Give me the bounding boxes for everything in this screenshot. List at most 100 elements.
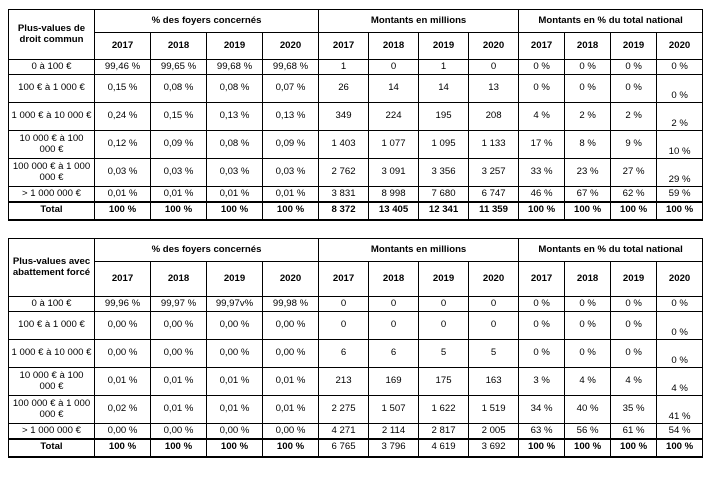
cell-pct: 100 % [206, 200, 263, 221]
cell-national: 0 % [564, 339, 612, 368]
cell-pct: 0,09 % [150, 130, 207, 159]
cell-national: 9 % [610, 130, 658, 159]
cell-montant: 2 817 [418, 423, 470, 439]
year-header: 2019 [418, 32, 470, 60]
cell-national: 0 % [656, 296, 704, 312]
row-label: 100 € à 1 000 € [8, 74, 95, 103]
cell-pct: 0,01 % [261, 367, 320, 396]
cell-montant: 4 271 [318, 423, 370, 439]
cell-national: 56 % [564, 423, 612, 439]
cell-montant: 0 [318, 296, 370, 312]
cell-pct: 100 % [94, 200, 151, 221]
cell-national: 40 % [564, 395, 612, 424]
cell-national: 2 % [610, 102, 658, 131]
cell-montant: 8 998 [368, 186, 420, 202]
table-row: 0 à 100 € 99,96 % 99,97 % 99,97v% 99,98 … [8, 296, 704, 312]
cell-montant: 1 [418, 59, 470, 75]
cell-montant: 1 133 [468, 130, 520, 159]
cell-montant: 5 [468, 339, 520, 368]
cell-national: 0 % [564, 311, 612, 340]
cell-pct: 0,15 % [150, 102, 207, 131]
cell-national: 0 % [518, 59, 566, 75]
cell-national: 0 % [518, 296, 566, 312]
row-label: 1 000 € à 10 000 € [8, 339, 95, 368]
cell-national: 0 % [518, 339, 566, 368]
cell-pct: 0,00 % [261, 423, 320, 439]
cell-montant: 1 403 [318, 130, 370, 159]
cell-national: 0 % [564, 296, 612, 312]
corner-header: Plus-values avec abattement forcé [8, 238, 95, 297]
cell-montant: 0 [368, 311, 420, 340]
row-label: 100 € à 1 000 € [8, 311, 95, 340]
cell-pct: 0,01 % [94, 367, 151, 396]
cell-pct: 0,00 % [206, 311, 263, 340]
cell-national: 17 % [518, 130, 566, 159]
row-label: 10 000 € à 100 000 € [8, 130, 95, 159]
cell-montant: 1 [318, 59, 370, 75]
year-header: 2019 [610, 261, 658, 297]
cell-pct: 99,98 % [261, 296, 320, 312]
table-droit-commun: Plus-values de droit commun % des foyers… [8, 9, 704, 221]
cell-pct: 0,01 % [206, 395, 263, 424]
cell-pct: 99,68 % [206, 59, 263, 75]
table-row: 100 000 € à 1 000 000 € 0,02 % 0,01 % 0,… [8, 395, 704, 424]
year-header: 2020 [656, 261, 704, 297]
cell-national: 2 % [564, 102, 612, 131]
row-label: 1 000 € à 10 000 € [8, 102, 95, 131]
cell-montant: 1 507 [368, 395, 420, 424]
row-label: 0 à 100 € [8, 296, 95, 312]
cell-national: 41 % [656, 395, 704, 424]
cell-national: 59 % [656, 186, 704, 202]
cell-national: 4 % [610, 367, 658, 396]
cell-national: 0 % [610, 74, 658, 103]
cell-pct: 0,00 % [150, 339, 207, 368]
cell-pct: 0,02 % [94, 395, 151, 424]
cell-montant: 224 [368, 102, 420, 131]
cell-montant: 0 [468, 59, 520, 75]
cell-pct: 0,01 % [261, 186, 320, 202]
cell-montant: 4 619 [418, 437, 470, 458]
cell-pct: 100 % [150, 200, 207, 221]
table-row: > 1 000 000 € 0,01 % 0,01 % 0,01 % 0,01 … [8, 186, 704, 202]
cell-montant: 1 622 [418, 395, 470, 424]
cell-national: 0 % [518, 311, 566, 340]
cell-montant: 2 114 [368, 423, 420, 439]
cell-national: 0 % [564, 59, 612, 75]
group-header-pct-national: Montants en % du total national [518, 9, 704, 33]
cell-national: 0 % [610, 296, 658, 312]
cell-montant: 0 [368, 59, 420, 75]
cell-montant: 14 [418, 74, 470, 103]
cell-montant: 6 747 [468, 186, 520, 202]
cell-national: 33 % [518, 158, 566, 187]
cell-montant: 213 [318, 367, 370, 396]
cell-pct: 0,13 % [206, 102, 263, 131]
cell-national: 100 % [656, 437, 704, 458]
cell-montant: 349 [318, 102, 370, 131]
table-row: 1 000 € à 10 000 € 0,24 % 0,15 % 0,13 % … [8, 102, 704, 131]
cell-montant: 3 831 [318, 186, 370, 202]
cell-national: 27 % [610, 158, 658, 187]
cell-montant: 175 [418, 367, 470, 396]
cell-national: 4 % [564, 367, 612, 396]
cell-pct: 0,00 % [261, 339, 320, 368]
year-header: 2018 [564, 32, 612, 60]
year-header: 2018 [368, 261, 420, 297]
cell-pct: 100 % [261, 200, 320, 221]
year-header: 2019 [418, 261, 470, 297]
table-row: 1 000 € à 10 000 € 0,00 % 0,00 % 0,00 % … [8, 339, 704, 368]
cell-pct: 0,00 % [261, 311, 320, 340]
group-header-montants: Montants en millions [318, 238, 520, 262]
cell-pct: 0,03 % [150, 158, 207, 187]
cell-pct: 99,68 % [261, 59, 320, 75]
cell-pct: 0,12 % [94, 130, 151, 159]
year-header: 2018 [368, 32, 420, 60]
cell-national: 4 % [656, 367, 704, 396]
cell-pct: 99,96 % [94, 296, 151, 312]
cell-pct: 0,01 % [206, 186, 263, 202]
cell-pct: 0,08 % [150, 74, 207, 103]
cell-pct: 0,24 % [94, 102, 151, 131]
cell-montant: 0 [418, 311, 470, 340]
cell-montant: 3 257 [468, 158, 520, 187]
cell-national: 35 % [610, 395, 658, 424]
cell-montant: 3 091 [368, 158, 420, 187]
